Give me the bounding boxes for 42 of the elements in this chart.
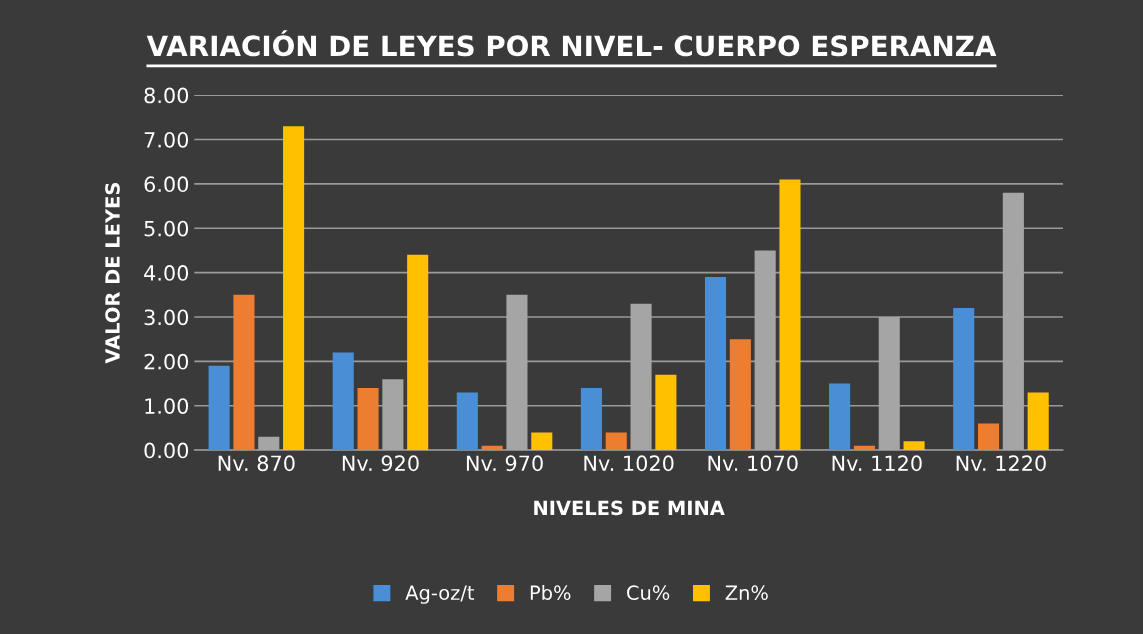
bar <box>580 388 602 451</box>
y-tick-label: 1.00 <box>145 398 189 414</box>
y-axis-title: VALOR DE LEYES <box>105 183 120 364</box>
y-tick-label: 8.00 <box>144 87 189 104</box>
x-tick-label: Nv. 870 <box>218 455 295 472</box>
x-tick-label: Nv. 970 <box>466 455 543 472</box>
x-axis-title: NIVELES DE MINA <box>534 500 725 516</box>
bar <box>605 432 627 451</box>
y-tick-label: 5.00 <box>144 220 189 237</box>
x-tick-label: Nv. 1220 <box>956 455 1046 472</box>
bar <box>655 374 677 451</box>
bar <box>208 365 230 451</box>
bar <box>779 179 801 451</box>
bar <box>233 294 255 451</box>
bar <box>704 277 727 451</box>
y-tick-label: 3.00 <box>144 309 189 326</box>
y-tick-label: 6.00 <box>144 176 189 193</box>
bar <box>1027 392 1049 451</box>
bar <box>531 432 553 451</box>
y-tick-label: 4.00 <box>144 265 189 281</box>
bar <box>283 126 305 451</box>
y-tick-label: 2.00 <box>144 353 189 370</box>
bar <box>953 308 975 451</box>
legend-label: Ag-oz/t <box>405 585 475 604</box>
y-tick-label: 7.00 <box>144 131 189 148</box>
bar <box>829 383 851 451</box>
bar <box>977 423 1000 451</box>
x-tick-label: Nv. 920 <box>342 455 419 472</box>
bar <box>729 339 751 451</box>
y-tick-label: 0.00 <box>144 442 189 459</box>
bar <box>407 254 429 451</box>
legend-label: Cu% <box>627 585 670 601</box>
chart-title: VARIACIÓN DE LEYES POR NIVEL- CUERPO ESPERANZA <box>146 30 997 57</box>
x-tick-label: Nv. 1020 <box>584 455 674 472</box>
bar <box>357 388 379 451</box>
x-tick-label: Nv. 1120 <box>832 455 922 472</box>
bar <box>332 352 354 451</box>
x-tick-label: Nv. 1070 <box>708 455 798 472</box>
bar <box>456 392 478 451</box>
bar <box>903 441 925 451</box>
legend-label: Pb% <box>530 585 571 601</box>
legend-label: Zn% <box>725 585 768 601</box>
